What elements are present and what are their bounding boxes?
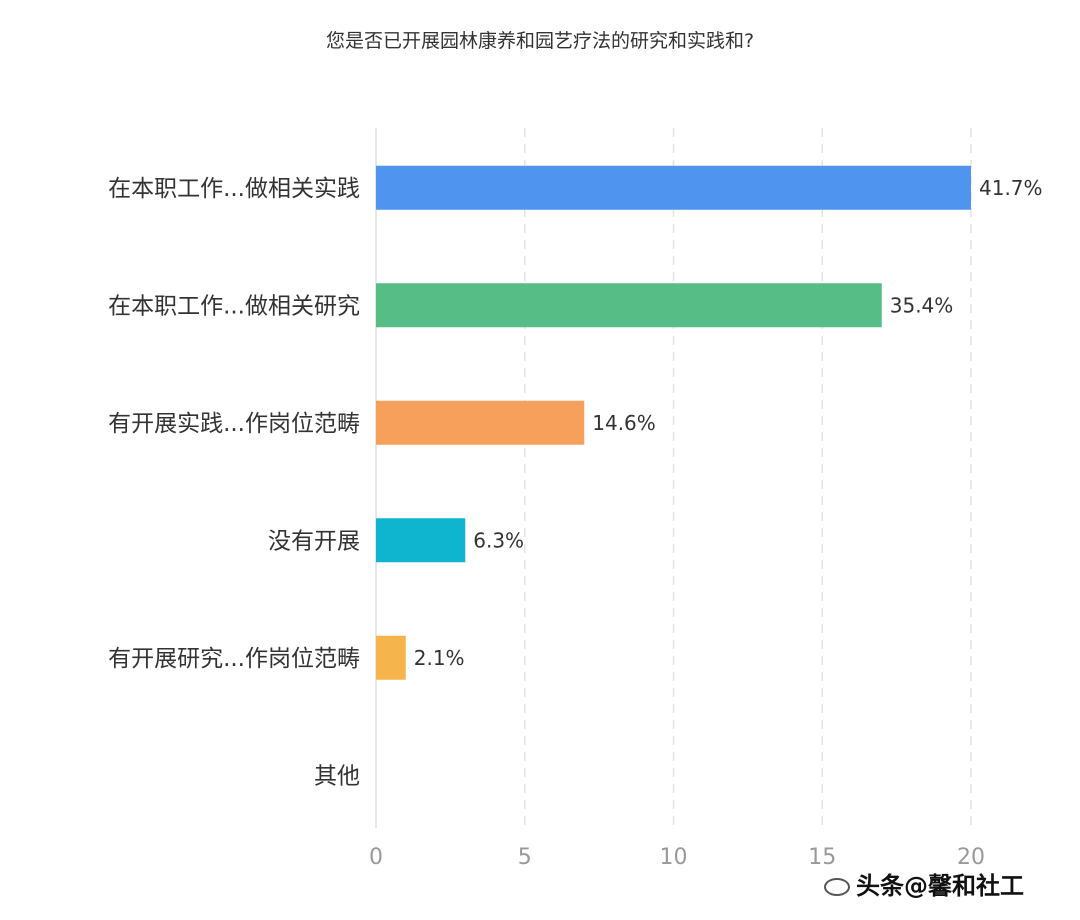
x-tick-label: 20 (957, 845, 985, 870)
bar (376, 400, 585, 445)
category-label: 有开展研究...作岗位范畴 (108, 646, 360, 672)
bar (376, 283, 882, 328)
watermark: 头条@馨和社工 (824, 866, 1024, 901)
category-label: 其他 (314, 763, 360, 789)
value-label: 2.1% (414, 646, 465, 670)
value-label: 35.4% (890, 293, 954, 317)
bar (376, 635, 406, 680)
value-label: 14.6% (592, 411, 656, 435)
x-tick-label: 15 (808, 845, 836, 870)
x-tick-label: 5 (518, 845, 532, 870)
value-label: 41.7% (979, 176, 1043, 200)
chart-title: 您是否已开展园林康养和园艺疗法的研究和实践和? (325, 30, 755, 52)
x-tick-label: 10 (660, 845, 688, 870)
watermark-text: 头条@馨和社工 (856, 872, 1024, 900)
category-label: 在本职工作...做相关研究 (108, 293, 360, 319)
category-label: 在本职工作...做相关实践 (108, 176, 360, 202)
category-label: 没有开展 (268, 528, 360, 554)
value-label: 6.3% (473, 528, 524, 552)
category-label: 有开展实践...作岗位范畴 (108, 411, 360, 437)
x-tick-label: 0 (369, 845, 383, 870)
bar (376, 518, 466, 563)
wechat-icon (824, 878, 850, 896)
bar (376, 165, 971, 210)
